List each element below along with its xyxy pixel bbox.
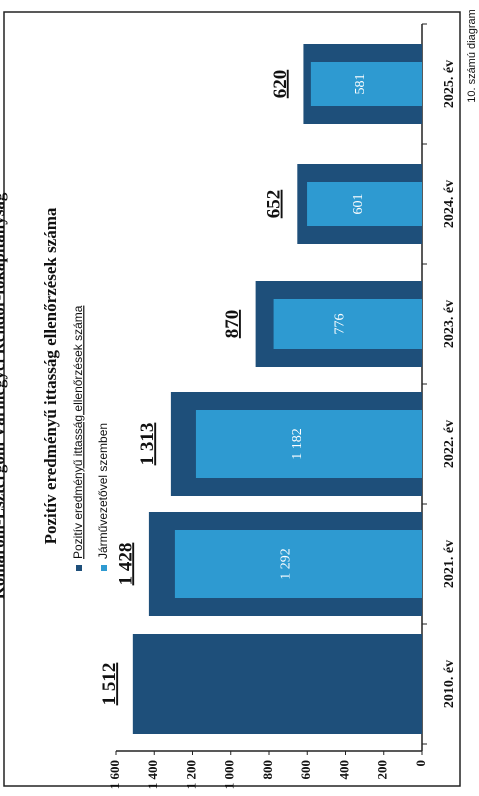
- data-label-drivers: 1 292: [278, 548, 293, 580]
- legend-swatch-drivers: [101, 565, 107, 571]
- chart-title: Pozitív eredményű ittasság ellenőrzések …: [41, 207, 60, 544]
- legend-label-drivers: Járművezetővel szemben: [96, 423, 110, 559]
- y-tick-label: 1 400: [145, 760, 160, 789]
- legend-label-total: Pozitív eredményű ittasság ellenőrzések …: [71, 305, 85, 559]
- data-label-total: 620: [270, 70, 291, 99]
- y-tick-label: 1 600: [107, 760, 122, 789]
- data-label-drivers: 776: [333, 314, 348, 335]
- data-label-drivers: 1 182: [290, 428, 305, 460]
- x-tick-label: 2024. év: [442, 180, 457, 228]
- y-tick-label: 0: [413, 760, 428, 767]
- data-label-drivers: 601: [351, 194, 366, 215]
- chart-frame: [3, 11, 461, 787]
- y-tick-label: 1 000: [222, 760, 237, 789]
- bar-total: [132, 634, 423, 734]
- page-header: Komárom-Esztergom Vármegyei Rendőr-főkap…: [0, 192, 8, 599]
- y-tick-label: 600: [298, 760, 313, 780]
- data-label-total: 870: [222, 310, 243, 339]
- bar-drivers: [307, 182, 422, 226]
- x-tick-label: 2010. év: [442, 660, 457, 708]
- data-label-drivers: 581: [353, 74, 368, 95]
- data-label-total: 1 428: [115, 543, 136, 586]
- bar-drivers: [174, 530, 422, 598]
- y-tick-label: 400: [336, 760, 351, 780]
- data-label-total: 1 313: [137, 423, 158, 466]
- y-tick-label: 1 200: [183, 760, 198, 789]
- y-tick-label: 800: [260, 760, 275, 780]
- figure-caption: 10. számú diagram: [466, 9, 478, 103]
- x-tick-label: 2023. év: [442, 300, 457, 348]
- x-tick-label: 2022. év: [442, 420, 457, 468]
- bar-drivers: [273, 299, 422, 349]
- data-label-total: 1 512: [99, 663, 120, 706]
- legend-swatch-total: [76, 565, 82, 571]
- data-label-total: 652: [264, 190, 285, 219]
- rotated-chart: Komárom-Esztergom Vármegyei Rendőr-főkap…: [0, 9, 478, 789]
- x-tick-label: 2021. év: [442, 540, 457, 588]
- y-tick-label: 200: [375, 760, 390, 780]
- bar-drivers: [195, 410, 422, 478]
- bar-drivers: [310, 62, 423, 106]
- x-tick-label: 2025. év: [442, 60, 457, 108]
